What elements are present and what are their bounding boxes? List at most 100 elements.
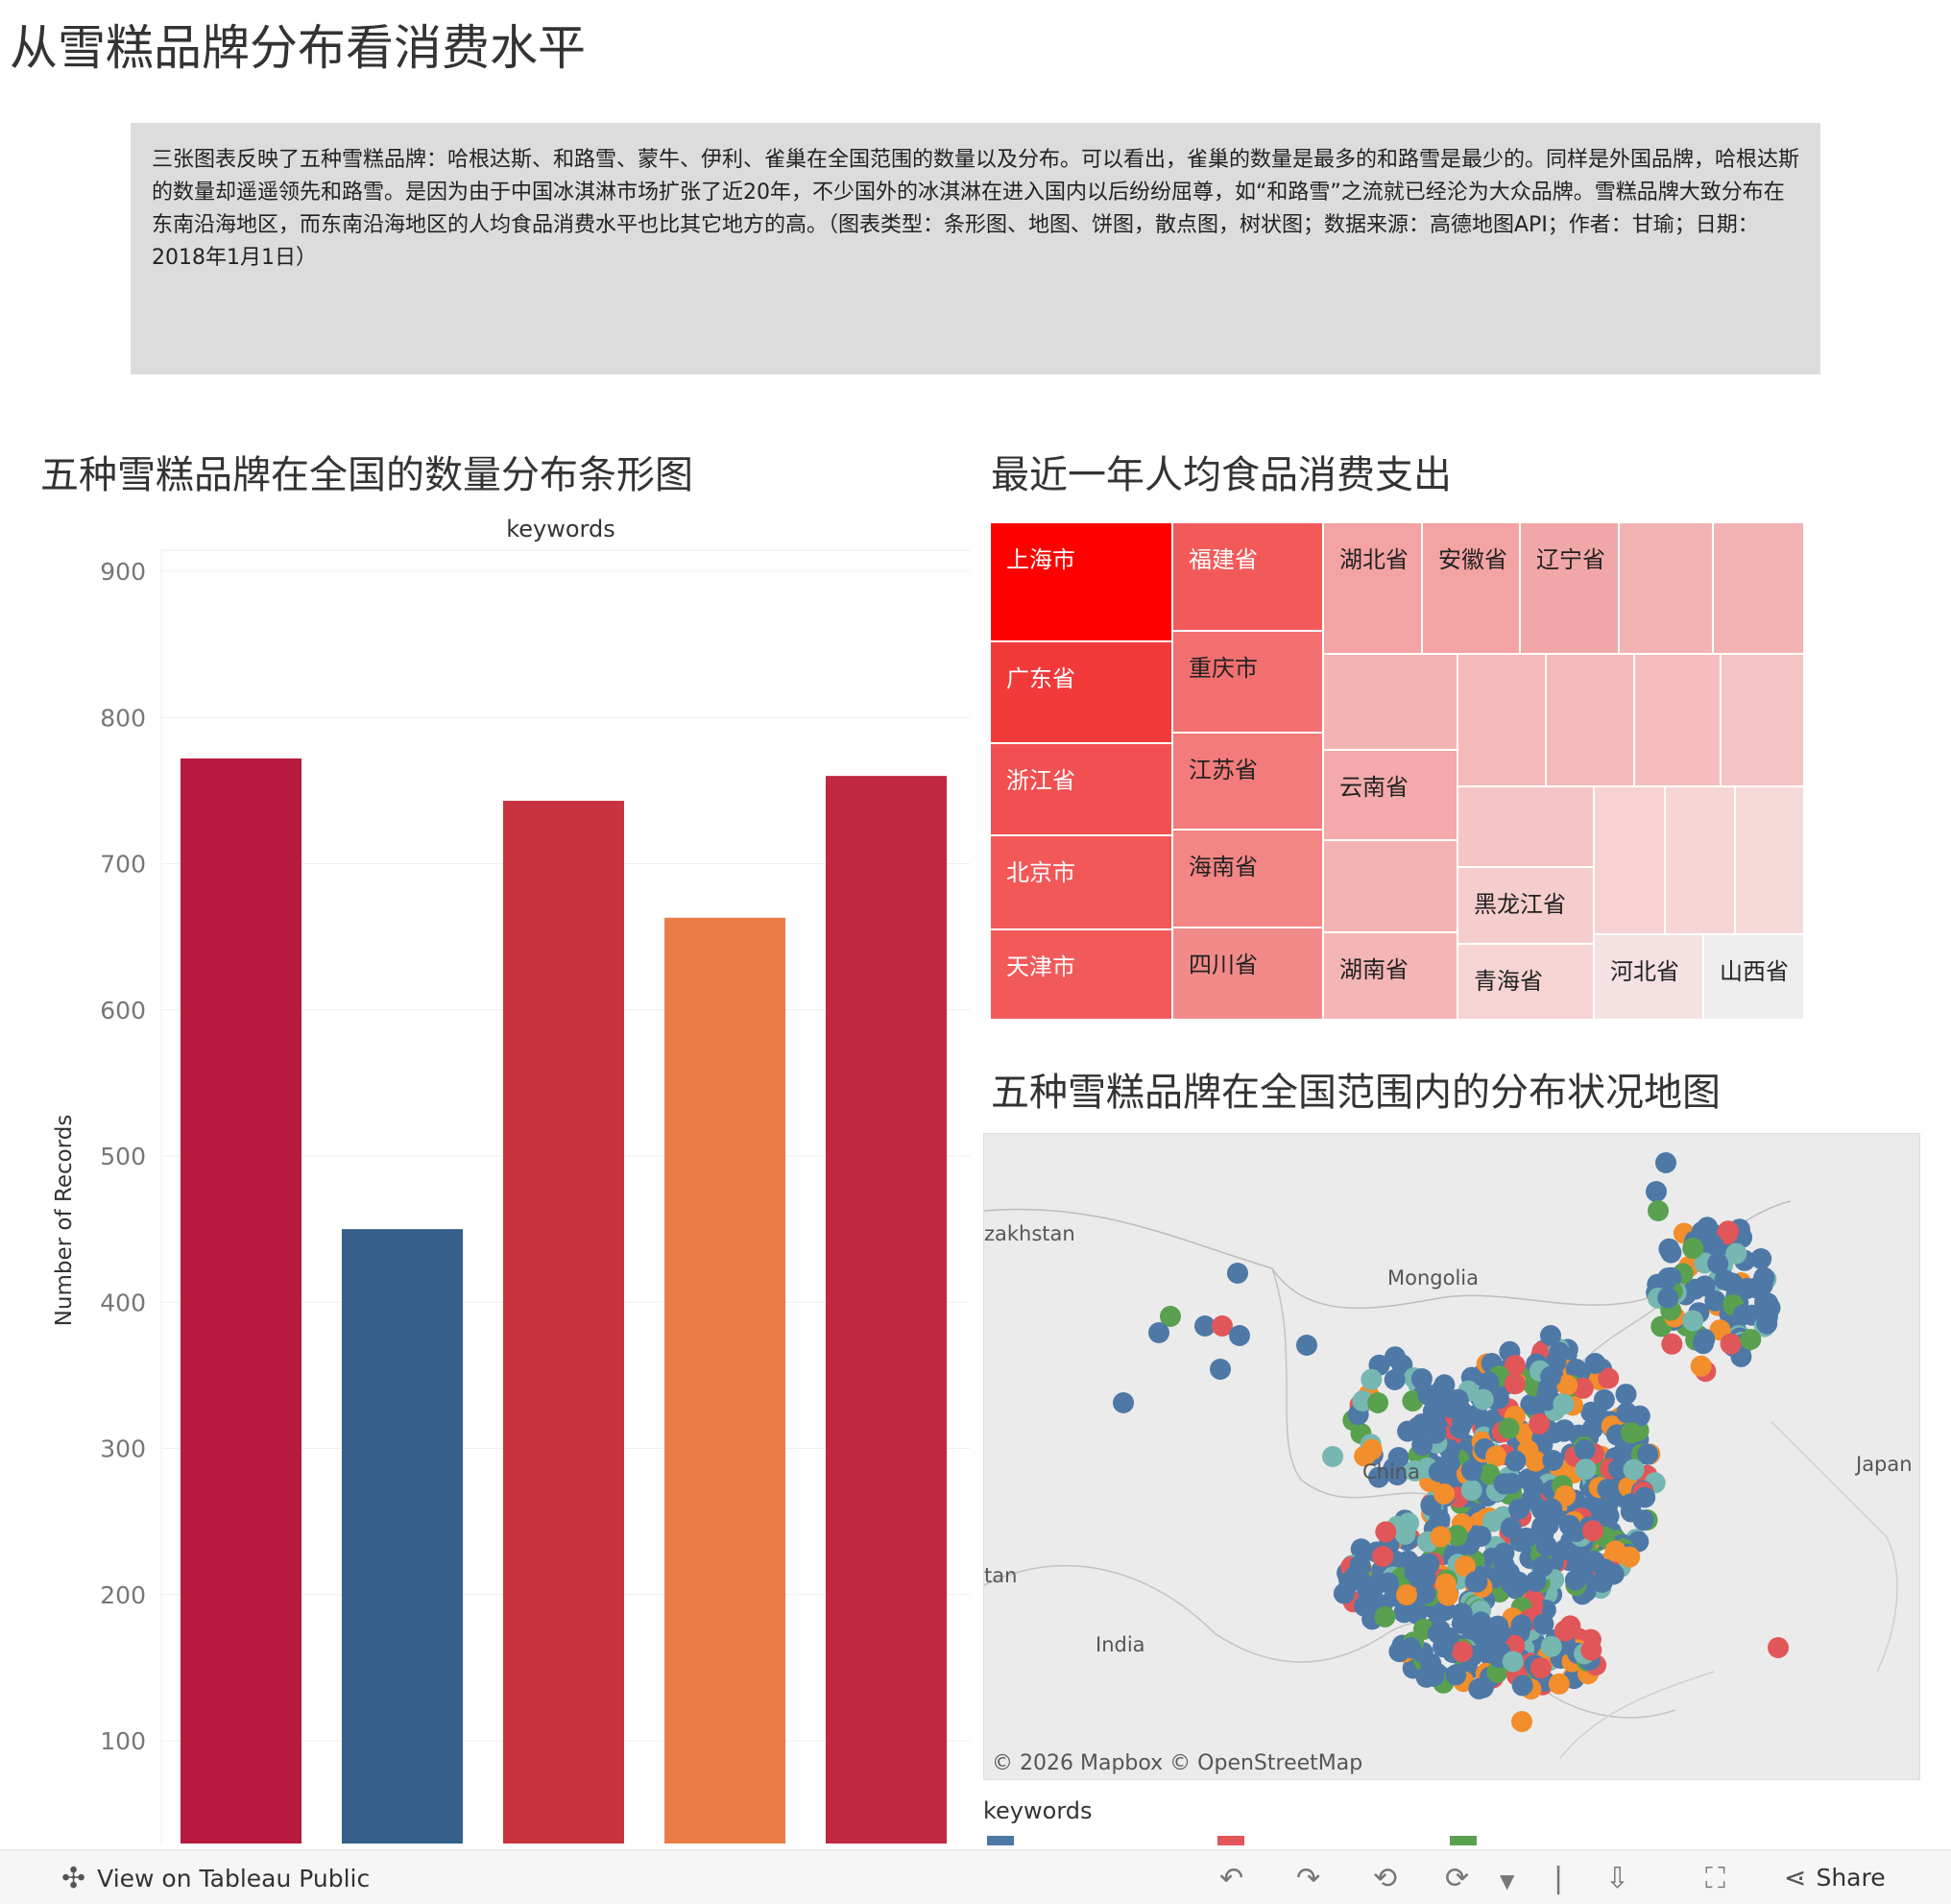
map-point[interactable] <box>1451 1603 1473 1625</box>
map-point[interactable] <box>1725 1242 1747 1265</box>
map-point[interactable] <box>1367 1392 1388 1413</box>
map-point[interactable] <box>1554 1484 1577 1506</box>
map-point[interactable] <box>1542 1450 1564 1471</box>
map-point[interactable] <box>1148 1322 1169 1343</box>
treemap-cell[interactable] <box>1323 840 1457 932</box>
map-point[interactable] <box>1454 1555 1476 1578</box>
map-point[interactable] <box>1160 1306 1181 1327</box>
map-point[interactable] <box>1564 1569 1586 1591</box>
map-point[interactable] <box>1378 1572 1400 1594</box>
map-point[interactable] <box>1565 1359 1587 1381</box>
map-point[interactable] <box>1598 1505 1620 1527</box>
treemap-cell[interactable] <box>1721 654 1804 786</box>
map-point[interactable] <box>1472 1388 1494 1410</box>
map-point[interactable] <box>1529 1657 1552 1679</box>
treemap-cell[interactable]: 海南省 <box>1172 830 1323 928</box>
undo-icon[interactable]: ↶ <box>1219 1862 1244 1895</box>
map-point[interactable] <box>1508 1498 1529 1520</box>
map-point[interactable] <box>1210 1359 1231 1380</box>
map-point[interactable] <box>1445 1664 1467 1686</box>
map-point[interactable] <box>1637 1443 1659 1465</box>
treemap-cell[interactable]: 黑龙江省 <box>1457 867 1594 944</box>
map-point[interactable] <box>1511 1675 1533 1697</box>
treemap-cell[interactable]: 河北省 <box>1594 934 1703 1020</box>
map-point[interactable] <box>1714 1269 1736 1290</box>
map-point[interactable] <box>1574 1438 1596 1460</box>
map-point[interactable] <box>1525 1450 1547 1472</box>
map-point[interactable] <box>1768 1637 1789 1658</box>
map-point[interactable] <box>1296 1335 1317 1356</box>
treemap-cell[interactable]: 青海省 <box>1457 944 1594 1020</box>
map-point[interactable] <box>1446 1525 1468 1547</box>
revert-icon[interactable]: ⟲ <box>1373 1862 1398 1895</box>
map-point[interactable] <box>1591 1571 1613 1593</box>
map-point[interactable] <box>1417 1384 1439 1406</box>
map-point[interactable] <box>1423 1665 1445 1687</box>
map-point[interactable] <box>1549 1341 1571 1363</box>
map-point[interactable] <box>1493 1473 1515 1495</box>
map-point[interactable] <box>1657 1287 1679 1309</box>
map-point[interactable] <box>1704 1289 1726 1312</box>
map-point[interactable] <box>1520 1393 1542 1415</box>
map-point[interactable] <box>1718 1220 1739 1242</box>
treemap-cell[interactable] <box>1619 522 1713 654</box>
map-point[interactable] <box>1382 1459 1404 1482</box>
map-point[interactable] <box>1428 1460 1450 1482</box>
map-point[interactable] <box>1632 1509 1654 1531</box>
refresh-icon[interactable]: ⟳ <box>1445 1862 1470 1895</box>
map-point[interactable] <box>1648 1200 1669 1221</box>
map-point[interactable] <box>1354 1595 1376 1617</box>
map-point[interactable] <box>1548 1673 1570 1695</box>
treemap-cell[interactable] <box>1665 786 1735 934</box>
map-point[interactable] <box>1694 1275 1716 1297</box>
treemap-cell[interactable] <box>1546 654 1634 786</box>
treemap-cell[interactable]: 福建省 <box>1172 522 1323 631</box>
map-point[interactable] <box>1500 1517 1522 1539</box>
map-point[interactable] <box>1361 1438 1383 1460</box>
map-point[interactable] <box>1655 1152 1676 1173</box>
map-point[interactable] <box>1615 1384 1637 1406</box>
map-point[interactable] <box>1690 1355 1712 1377</box>
map-point[interactable] <box>1429 1508 1451 1530</box>
map-point[interactable] <box>1584 1353 1606 1374</box>
map-point[interactable] <box>1460 1479 1482 1501</box>
treemap-cell[interactable]: 广东省 <box>990 641 1172 743</box>
map-point[interactable] <box>1540 1635 1562 1657</box>
map-point[interactable] <box>1598 1367 1620 1389</box>
map-point[interactable] <box>1623 1458 1645 1481</box>
map-point[interactable] <box>1510 1614 1532 1636</box>
map-point[interactable] <box>1396 1584 1417 1605</box>
map-point[interactable] <box>1397 1420 1419 1442</box>
share-button[interactable]: ⋖ Share <box>1784 1862 1886 1893</box>
map-point[interactable] <box>1375 1521 1397 1543</box>
map-point[interactable] <box>1404 1459 1426 1482</box>
map-point[interactable] <box>1529 1412 1551 1434</box>
map-point[interactable] <box>1750 1248 1772 1269</box>
map-point[interactable] <box>1485 1445 1507 1467</box>
map-point[interactable] <box>1531 1555 1554 1578</box>
map-point[interactable] <box>1746 1277 1768 1299</box>
treemap-cell[interactable]: 上海市 <box>990 522 1172 641</box>
map-point[interactable] <box>1410 1368 1433 1389</box>
treemap-cell[interactable] <box>1457 654 1546 786</box>
map-point[interactable] <box>1227 1263 1248 1284</box>
map-point[interactable] <box>1385 1346 1406 1368</box>
map-point[interactable] <box>1621 1422 1643 1444</box>
treemap-cell[interactable]: 北京市 <box>990 835 1172 929</box>
treemap-cell[interactable] <box>1735 786 1804 934</box>
map-point[interactable] <box>1212 1315 1233 1337</box>
map-point[interactable] <box>1488 1387 1509 1410</box>
map-point[interactable] <box>1349 1569 1371 1591</box>
treemap-cell[interactable]: 辽宁省 <box>1520 522 1619 654</box>
map-point[interactable] <box>1505 1450 1527 1472</box>
map-point[interactable] <box>1372 1546 1394 1567</box>
map-point[interactable] <box>1411 1434 1433 1456</box>
legend-swatch-3[interactable] <box>1450 1836 1477 1845</box>
map-point[interactable] <box>1660 1241 1682 1264</box>
map-point[interactable] <box>1472 1676 1494 1699</box>
map-point[interactable] <box>1466 1571 1488 1593</box>
map-point[interactable] <box>1414 1582 1436 1604</box>
treemap-cell[interactable]: 四川省 <box>1172 928 1323 1020</box>
map-point[interactable] <box>1493 1542 1515 1564</box>
treemap-cell[interactable]: 安徽省 <box>1422 522 1520 654</box>
